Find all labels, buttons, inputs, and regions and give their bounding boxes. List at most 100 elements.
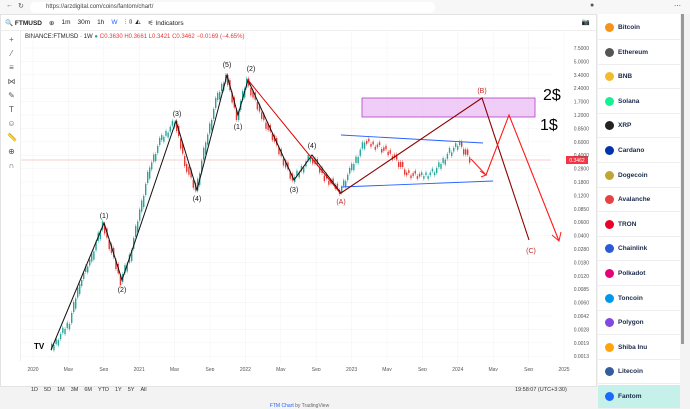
candle <box>444 159 446 165</box>
interval-30m[interactable]: 30m <box>77 19 91 26</box>
coin-item-polkadot[interactable]: Polkadot <box>598 262 680 286</box>
coin-item-cardano[interactable]: Cardano <box>598 139 680 163</box>
coin-item-litecoin[interactable]: Litecoin <box>598 360 680 385</box>
litecoin-icon <box>605 367 614 377</box>
coin-item-fantom[interactable]: Fantom <box>598 385 680 409</box>
symbol-search[interactable]: 🔍 FTMUSD <box>5 19 42 27</box>
candle <box>459 141 461 146</box>
candle <box>429 172 431 176</box>
emoji-icon[interactable]: ☺ <box>7 119 16 128</box>
refresh-icon[interactable]: ↻ <box>18 3 24 10</box>
range-5y[interactable]: 5Y <box>127 387 135 393</box>
candle <box>139 209 141 221</box>
range-6m[interactable]: 6M <box>84 387 92 393</box>
range-3m[interactable]: 3M <box>70 387 79 393</box>
candle <box>368 138 370 142</box>
camera-icon[interactable]: 📷 <box>581 19 590 26</box>
candle <box>351 163 353 170</box>
coin-item-chainlink[interactable]: Chainlink <box>598 237 680 262</box>
chart-credit: FTM Chart by TradingView <box>1 403 598 409</box>
candle <box>381 149 383 153</box>
price-chart[interactable]: (1) (2) (3) (4) (5) (1) (2) (3) (4) (A) … <box>21 31 597 371</box>
price-tick: 0.1800 <box>574 180 590 186</box>
time-tick: May <box>488 367 498 371</box>
coin-name: Litecoin <box>618 368 643 376</box>
candle <box>303 167 305 173</box>
time-tick: May <box>170 367 180 371</box>
trendline-icon[interactable]: ⁄ <box>10 49 13 58</box>
candle <box>213 109 215 119</box>
zoom-icon[interactable]: ⊕ <box>8 147 15 156</box>
price-tick: 0.6000 <box>574 140 590 146</box>
coin-name: Chainlink <box>618 245 648 253</box>
candle <box>353 163 355 171</box>
chart-type-icon[interactable]: ⫶ ▯ ◭ <box>124 18 141 26</box>
address-bar[interactable]: https://arzdigital.com/coins/fantom/char… <box>30 2 435 13</box>
price-tick: 0.0120 <box>574 274 590 280</box>
range-1d[interactable]: 1D <box>31 387 39 393</box>
grid <box>21 31 565 363</box>
candle <box>374 146 376 150</box>
interval-1h[interactable]: 1h <box>97 19 105 26</box>
coin-item-polygon[interactable]: Polygon <box>598 311 680 336</box>
candle <box>153 154 155 162</box>
credit-link[interactable]: FTM Chart <box>269 403 294 409</box>
candle <box>469 157 471 163</box>
range-all[interactable]: All <box>140 387 147 393</box>
candle <box>110 244 113 253</box>
coin-name: Polygon <box>618 319 644 327</box>
time-axis[interactable]: 2020 May Sep 2021 May Sep 2022 May Sep 2023 May Sep… <box>27 367 569 371</box>
candle <box>402 162 404 167</box>
indicators-button[interactable]: ⚟ Indicators <box>147 19 184 27</box>
range-1m[interactable]: 1M <box>57 387 65 393</box>
candle <box>217 92 219 100</box>
coin-item-bnb[interactable]: BNB <box>598 65 680 90</box>
candle <box>366 141 368 144</box>
channel-top <box>340 134 484 144</box>
range-1y[interactable]: 1Y <box>114 387 122 393</box>
coin-item-shiba-inu[interactable]: Shiba Inu <box>598 336 680 360</box>
candle <box>263 113 265 121</box>
range-5d[interactable]: 5D <box>44 387 52 393</box>
interval-1m[interactable]: 1m <box>61 19 71 26</box>
profile-avatar-icon[interactable]: ● <box>590 2 595 9</box>
chart-legend: BINANCE:FTMUSD · 1W ● O0.3630 H0.3661 L0… <box>25 34 244 40</box>
coin-name: Solana <box>618 97 640 105</box>
fib-icon[interactable]: ≡ <box>9 63 14 72</box>
coin-item-dogecoin[interactable]: Dogecoin <box>598 164 680 188</box>
coin-item-avalanche[interactable]: Avalanche <box>598 188 680 213</box>
coin-item-xrp[interactable]: XRP <box>598 114 680 139</box>
ruler-icon[interactable]: 📏 <box>7 133 17 142</box>
candle <box>143 196 145 207</box>
candle <box>343 180 345 186</box>
candle <box>442 158 444 163</box>
candle <box>400 162 402 167</box>
more-icon[interactable]: ⋯ <box>674 3 681 10</box>
coin-item-solana[interactable]: Solana <box>598 90 680 114</box>
coin-item-toncoin[interactable]: Toncoin <box>598 287 680 311</box>
text-icon[interactable]: T <box>9 105 14 114</box>
compare-icon[interactable]: ⊕ <box>49 19 55 27</box>
candle <box>131 250 133 261</box>
pattern-icon[interactable]: ⋈ <box>7 77 16 86</box>
interval-w[interactable]: W <box>111 19 118 26</box>
candle <box>53 345 55 351</box>
price-axis[interactable]: 7.5000 5.0000 3.4000 2.4000 1.7000 1.2000 0.85… <box>574 46 590 360</box>
scrollbar[interactable] <box>681 14 684 344</box>
magnet-icon[interactable]: ∩ <box>8 161 15 170</box>
coin-name: TRON <box>618 220 637 228</box>
coin-item-ethereum[interactable]: Ethereum <box>598 41 680 65</box>
candle <box>201 160 203 173</box>
time-tick: 2022 <box>240 367 251 371</box>
crosshair-icon[interactable]: + <box>9 35 14 44</box>
coin-item-bitcoin[interactable]: Bitcoin <box>598 16 680 40</box>
back-icon[interactable]: ← <box>6 2 13 9</box>
brush-icon[interactable]: ✎ <box>8 91 15 100</box>
candle <box>278 147 280 155</box>
coin-item-tron[interactable]: TRON <box>598 213 680 237</box>
range-ytd[interactable]: YTD <box>97 387 109 393</box>
candle <box>389 150 391 154</box>
candle <box>271 133 274 141</box>
chart-toolbar: 🔍 FTMUSD ⊕ 1m 30m 1h W ⫶ ▯ ◭ ⚟ Indicator… <box>1 15 596 31</box>
candle <box>455 143 457 147</box>
